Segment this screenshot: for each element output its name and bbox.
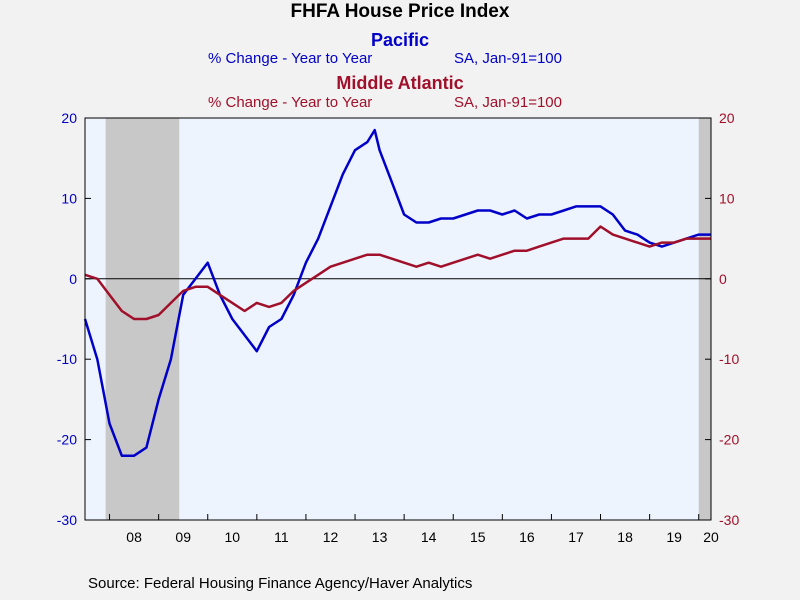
- y-tick-label-left: 0: [69, 271, 77, 287]
- x-tick-label: 14: [421, 529, 437, 545]
- x-tick-label: 15: [470, 529, 486, 545]
- source-note: Source: Federal Housing Finance Agency/H…: [88, 575, 472, 592]
- x-tick-label: 09: [175, 529, 191, 545]
- x-tick-label: 19: [666, 529, 682, 545]
- x-tick-label: 12: [323, 529, 339, 545]
- axes: 20 20 10 10 0 0 -10 -10 -20 -20 -30 -30 08 09 10 11 12 13…: [57, 110, 740, 545]
- x-tick-label: 11: [274, 529, 289, 545]
- y-tick-label-left: -20: [57, 432, 77, 448]
- recession-band-2: [698, 118, 711, 520]
- x-tick-label: 13: [372, 529, 388, 545]
- y-tick-label-left: -30: [57, 512, 77, 528]
- x-tick-label: 18: [617, 529, 633, 545]
- series-1-name: Pacific: [371, 30, 429, 50]
- y-tick-label-right: -30: [719, 512, 739, 528]
- x-tick-label: 16: [519, 529, 535, 545]
- chart-title: FHFA House Price Index: [291, 1, 510, 22]
- series-lines: [83, 128, 711, 457]
- y-tick-label-right: 10: [719, 190, 735, 206]
- series-1-note: SA, Jan-91=100: [454, 50, 562, 67]
- y-tick-label-right: 20: [719, 110, 735, 126]
- x-tick-label: 10: [225, 529, 241, 545]
- y-tick-label-left: -10: [57, 351, 77, 367]
- plot-frame: [84, 117, 712, 521]
- x-tick-label: 17: [568, 529, 584, 545]
- plot-area: [85, 118, 711, 520]
- y-tick-label-left: 10: [61, 190, 77, 206]
- series-2-subtitle: % Change - Year to Year: [208, 94, 372, 111]
- series-line-2: [84, 225, 711, 321]
- y-tick-label-right: -20: [719, 432, 739, 448]
- x-tick-label: 08: [126, 529, 142, 545]
- x-tick-label: 20: [703, 529, 719, 545]
- y-tick-label-right: 0: [719, 271, 727, 287]
- series-2-note: SA, Jan-91=100: [454, 94, 562, 111]
- y-tick-label-right: -10: [719, 351, 739, 367]
- series-line-1: [83, 128, 711, 457]
- series-1-subtitle: % Change - Year to Year: [208, 50, 372, 67]
- series-2-name: Middle Atlantic: [336, 73, 463, 93]
- y-tick-label-left: 20: [61, 110, 77, 126]
